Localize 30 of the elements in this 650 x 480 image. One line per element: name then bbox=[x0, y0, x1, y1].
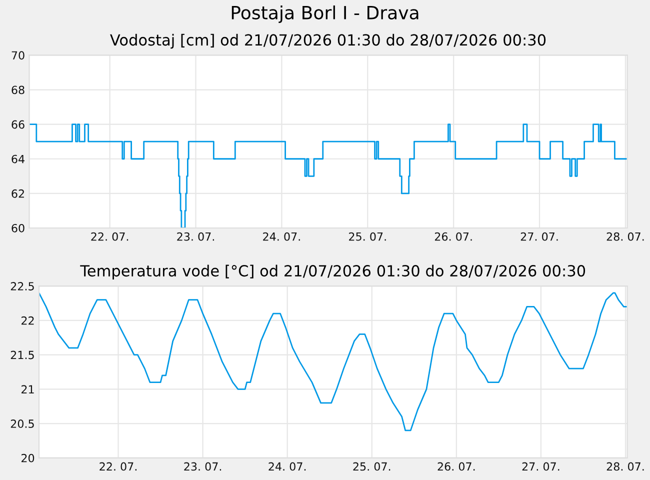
y-tick-label: 60 bbox=[12, 224, 24, 232]
x-tick-label: 26. 07. bbox=[438, 462, 475, 471]
x-tick-label: 22. 07. bbox=[100, 462, 136, 471]
y-tick-label: 20 bbox=[22, 454, 34, 462]
x-tick-label: 27. 07. bbox=[520, 232, 558, 241]
x-tick-label: 26. 07. bbox=[434, 232, 472, 241]
x-tick-label: 24. 07. bbox=[268, 462, 306, 471]
y-tick-label: 22 bbox=[22, 316, 34, 325]
x-tick-label: 22. 07. bbox=[91, 232, 128, 241]
y-tick-label: 64 bbox=[12, 154, 24, 164]
chart-title: Postaja Borl I - Drava bbox=[232, 5, 418, 23]
chart-subtitle: Vodostaj [cm] od 21/07/2026 01:30 do 28/07/2026 00:30 bbox=[110, 34, 546, 49]
x-tick-label: 25. 07. bbox=[353, 462, 390, 471]
x-tick-label: 28. 07. bbox=[606, 462, 644, 471]
x-tick-label: 24. 07. bbox=[263, 232, 300, 241]
x-tick-label: 27. 07. bbox=[522, 462, 560, 471]
x-tick-label: 28. 07. bbox=[606, 232, 644, 241]
y-tick-label: 70 bbox=[12, 51, 24, 60]
y-tick-label: 22.5 bbox=[10, 282, 34, 290]
y-tick-label: 66 bbox=[12, 120, 24, 129]
y-tick-label: 68 bbox=[12, 86, 24, 94]
chart-title: Temperatura vode [°C] od 21/07/2026 01:30 do 28/07/2026 00:30 bbox=[80, 264, 586, 280]
y-tick-label: 20.5 bbox=[10, 420, 34, 428]
x-tick-label: 23. 07. bbox=[177, 232, 214, 241]
x-tick-label: 23. 07. bbox=[184, 462, 222, 471]
y-tick-label: 21.5 bbox=[10, 350, 34, 360]
line-series bbox=[39, 292, 628, 432]
y-tick-label: 62 bbox=[12, 189, 24, 198]
x-tick-label: 25. 07. bbox=[349, 232, 386, 241]
y-tick-label: 21 bbox=[22, 385, 34, 394]
